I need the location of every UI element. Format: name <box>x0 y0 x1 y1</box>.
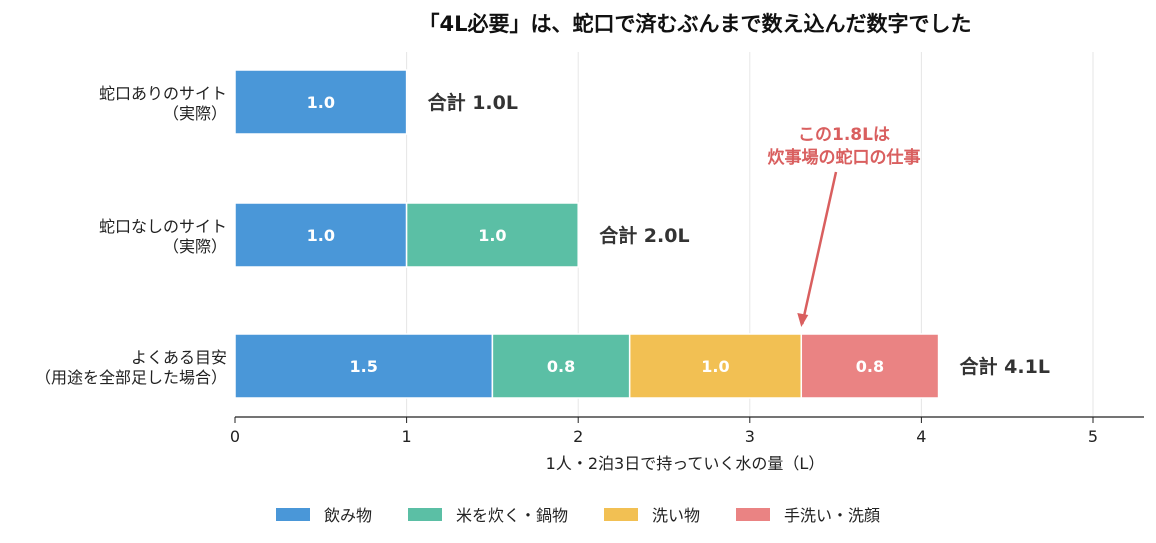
legend-swatch <box>604 507 638 521</box>
category-label: 蛇口なしのサイト（実際） <box>99 217 227 256</box>
bar-value-label: 1.0 <box>701 357 729 376</box>
legend-label: 手洗い・洗顔 <box>784 506 881 525</box>
category-label: よくある目安（用途を全部足した場合） <box>35 348 227 387</box>
legend-swatch <box>407 507 442 521</box>
bar-value-label: 1.0 <box>478 226 506 245</box>
total-label: 合計 1.0L <box>428 91 518 114</box>
category-label-line: 蛇口ありのサイト <box>99 84 227 103</box>
bar-value-label: 0.8 <box>856 357 884 376</box>
bar-value-label: 1.5 <box>350 357 378 376</box>
total-label: 合計 4.1L <box>960 355 1050 378</box>
x-tick-label: 4 <box>916 427 926 446</box>
legend-item: 手洗い・洗顔 <box>736 502 880 526</box>
category-label-line: （実際） <box>163 237 227 256</box>
annotation-arrowhead <box>797 313 809 327</box>
bar-segment <box>234 202 408 268</box>
bar-value-label: 1.0 <box>307 226 335 245</box>
bar-segment <box>800 333 940 399</box>
legend-label: 洗い物 <box>652 506 701 525</box>
category-label-line: （用途を全部足した場合） <box>35 368 227 387</box>
category-label-line: 蛇口なしのサイト <box>99 217 227 236</box>
chart-title: 「4L必要」は、蛇口で済むぶんまで数え込んだ数字でした <box>418 12 972 36</box>
legend-item: 洗い物 <box>604 502 700 526</box>
legend-label: 飲み物 <box>323 506 372 525</box>
annotation-arrow-line <box>801 171 838 325</box>
x-tick-label: 5 <box>1088 427 1098 446</box>
legend-item: 飲み物 <box>275 502 372 526</box>
category-label-line: よくある目安 <box>131 348 227 367</box>
x-tick-label: 1 <box>402 427 412 446</box>
category-label: 蛇口ありのサイト（実際） <box>99 84 227 123</box>
x-tick-label: 0 <box>230 427 240 446</box>
annotation-text: 炊事場の蛇口の仕事 <box>768 147 921 168</box>
legend-swatch <box>275 507 310 521</box>
legend-item: 米を炊く・鍋物 <box>407 502 568 526</box>
bar-segment <box>234 69 408 135</box>
bar-segment <box>405 202 579 268</box>
legend-label: 米を炊く・鍋物 <box>455 506 568 525</box>
bar-segment <box>628 333 803 399</box>
total-label: 合計 2.0L <box>599 224 689 247</box>
x-tick-label: 2 <box>573 427 583 446</box>
x-axis-label: 1人・2泊3日で持っていく水の量（L） <box>546 454 825 473</box>
bar-value-label: 0.8 <box>547 357 575 376</box>
bar-value-label: 1.0 <box>307 93 335 112</box>
legend: 飲み物 米を炊く・鍋物 洗い物 手洗い・洗顔 <box>0 502 1156 526</box>
x-tick-label: 3 <box>745 427 755 446</box>
legend-swatch <box>736 507 771 521</box>
category-label-line: （実際） <box>163 104 227 123</box>
annotation-text: この1.8Lは <box>798 125 890 145</box>
